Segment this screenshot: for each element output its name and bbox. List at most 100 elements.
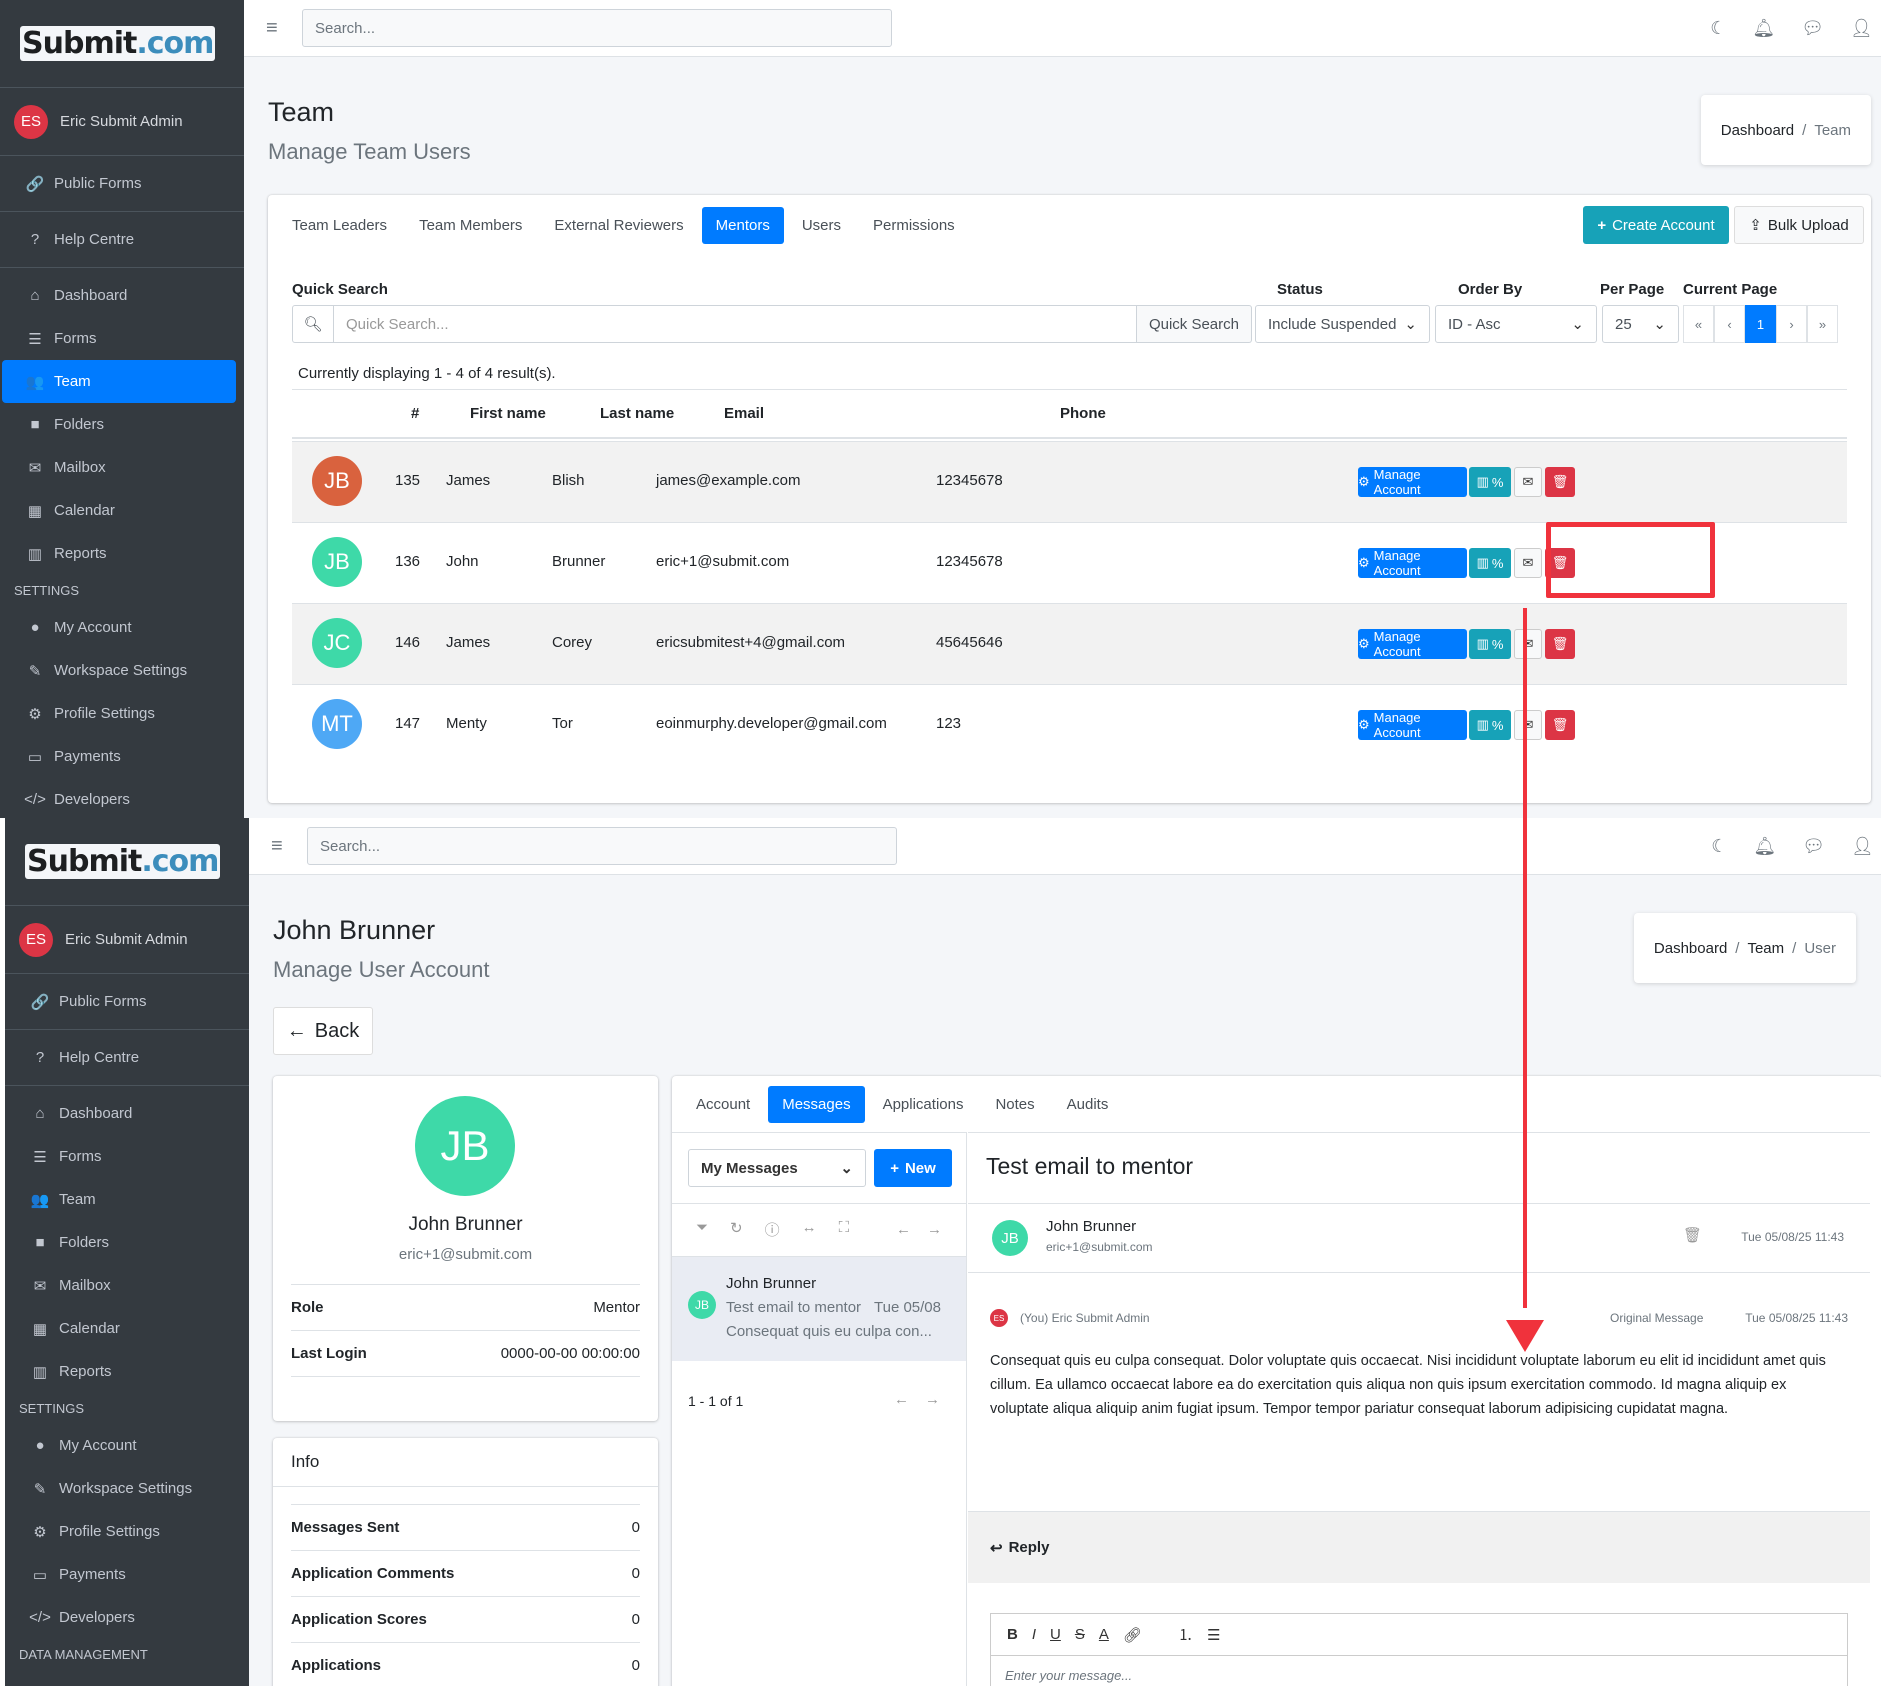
bold-icon[interactable]: B	[1007, 1626, 1018, 1643]
brand-logo[interactable]: Submit.com	[0, 0, 244, 88]
arrow-left-icon[interactable]: ←	[894, 1391, 909, 1408]
delete-button[interactable]: 🗑︎	[1545, 710, 1575, 740]
email-button[interactable]: ✉	[1514, 629, 1542, 659]
sidebar-item-workspace-settings[interactable]: ✎ Workspace Settings	[7, 1467, 241, 1510]
sidebar-item-developers[interactable]: </> Developers	[24, 791, 130, 808]
sidebar-item-dashboard[interactable]: ⌂ Dashboard	[7, 1092, 241, 1135]
page-last[interactable]: »	[1807, 305, 1838, 343]
reply-button[interactable]: ↩ Reply	[968, 1511, 1870, 1583]
create-account-button[interactable]: + Create Account	[1583, 206, 1729, 244]
bulk-upload-button[interactable]: ⇪ Bulk Upload	[1734, 206, 1864, 244]
manage-account-button[interactable]: ⚙ Manage Account	[1358, 710, 1467, 740]
user-icon[interactable]: 👤︎	[1851, 836, 1874, 856]
strike-icon[interactable]: S	[1074, 1626, 1085, 1643]
link-icon[interactable]: 🔗︎	[1122, 1626, 1142, 1644]
page-prev[interactable]: ‹	[1714, 305, 1745, 343]
sidebar-item-team[interactable]: 👥 Team	[2, 360, 236, 403]
stats-button[interactable]: ▥%	[1469, 548, 1511, 578]
tab-audits[interactable]: Audits	[1066, 1096, 1109, 1113]
delete-button[interactable]: 🗑︎	[1545, 629, 1575, 659]
manage-account-button[interactable]: ⚙ Manage Account	[1358, 629, 1467, 659]
sidebar-item-reports[interactable]: ▥ Reports	[7, 1350, 241, 1393]
sidebar-user[interactable]: ES Eric Submit Admin	[0, 88, 244, 156]
sidebar-item-folders[interactable]: ■ Folders	[7, 1221, 241, 1264]
new-message-button[interactable]: + New	[874, 1149, 952, 1187]
tab-team-leaders[interactable]: Team Leaders	[292, 217, 388, 234]
tab-messages[interactable]: Messages	[768, 1086, 865, 1123]
tab-permissions[interactable]: Permissions	[873, 217, 955, 234]
arrow-left-icon[interactable]: ←	[896, 1221, 911, 1238]
tab-notes[interactable]: Notes	[995, 1096, 1035, 1113]
sidebar-item-help-centre[interactable]: ? Help Centre	[2, 218, 236, 261]
tab-mentors[interactable]: Mentors	[701, 207, 784, 244]
tab-account[interactable]: Account	[696, 1096, 751, 1113]
sidebar-item-profile-settings[interactable]: ⚙ Profile Settings	[2, 692, 236, 735]
brand-logo[interactable]: Submit.com	[5, 818, 249, 906]
sidebar-item-public-forms[interactable]: 🔗 Public Forms	[25, 175, 142, 193]
sidebar-item-workspace-settings[interactable]: ✎ Workspace Settings	[2, 649, 236, 692]
manage-account-button[interactable]: ⚙ Manage Account	[1358, 548, 1467, 578]
sidebar-item-payments[interactable]: ▭ Payments	[7, 1553, 241, 1596]
refresh-icon[interactable]: ↻	[730, 1220, 743, 1237]
user-icon[interactable]: 👤︎	[1850, 18, 1873, 38]
expand-icon[interactable]: ↔	[801, 1219, 817, 1236]
stats-button[interactable]: ▥%	[1469, 710, 1511, 740]
delete-button[interactable]: 🗑︎	[1545, 548, 1575, 578]
tab-users[interactable]: Users	[801, 217, 841, 234]
chat-icon[interactable]: 💬︎	[1801, 18, 1825, 38]
stats-button[interactable]: ▥%	[1469, 467, 1511, 497]
sidebar-item-my-account[interactable]: ● My Account	[2, 606, 236, 649]
sidebar-item-mailbox[interactable]: ✉ Mailbox	[2, 446, 236, 489]
underline-icon[interactable]: U	[1050, 1626, 1061, 1643]
sidebar-item-developers[interactable]: </> Developers	[29, 1609, 135, 1626]
sidebar-item-dashboard[interactable]: ⌂ Dashboard	[2, 274, 236, 317]
tab-external-reviewers[interactable]: External Reviewers	[554, 217, 684, 234]
hamburger-icon[interactable]: ≡	[266, 16, 278, 39]
sidebar-item-help-centre[interactable]: ? Help Centre	[7, 1036, 241, 1079]
page-first[interactable]: «	[1683, 305, 1714, 343]
sidebar-item-forms[interactable]: ☰ Forms	[2, 317, 236, 360]
bullet-list-icon[interactable]: ☰	[1206, 1626, 1221, 1644]
per-page-select[interactable]: 25	[1602, 305, 1679, 343]
moon-icon[interactable]: ☾	[1710, 18, 1727, 38]
search-input[interactable]: Search...	[302, 9, 892, 47]
sidebar-item-public-forms[interactable]: 🔗 Public Forms	[30, 993, 147, 1011]
tab-applications[interactable]: Applications	[882, 1096, 964, 1113]
reply-editor[interactable]: B I U S A 🔗︎ ⒈ ☰ Enter your message...	[990, 1613, 1848, 1686]
fullscreen-icon[interactable]: ⛶	[838, 1219, 850, 1236]
sidebar-item-my-account[interactable]: ● My Account	[7, 1424, 241, 1467]
back-button[interactable]: ← Back	[273, 1007, 373, 1055]
font-color-icon[interactable]: A	[1098, 1626, 1109, 1643]
sidebar-item-team[interactable]: 👥 Team	[30, 1191, 96, 1209]
breadcrumb-dashboard[interactable]: Dashboard	[1653, 939, 1728, 957]
folder-select[interactable]: My Messages	[688, 1149, 866, 1187]
ordered-list-icon[interactable]: ⒈	[1177, 1627, 1193, 1644]
message-list-item[interactable]: JB John Brunner Test email to mentor Tue…	[672, 1256, 966, 1361]
page-current[interactable]: 1	[1745, 305, 1776, 343]
sidebar-item-calendar[interactable]: ▦ Calendar	[2, 489, 236, 532]
arrow-right-icon[interactable]: →	[925, 1391, 940, 1408]
bell-icon[interactable]: 🔔︎	[1752, 18, 1776, 38]
sidebar-user[interactable]: ES Eric Submit Admin	[5, 906, 249, 974]
filter-icon[interactable]: ⏷	[696, 1219, 709, 1236]
search-input[interactable]: Search...	[307, 827, 897, 865]
order-by-select[interactable]: ID - Asc	[1435, 305, 1597, 343]
quick-search-input[interactable]: Quick Search...	[334, 305, 1137, 343]
tab-team-members[interactable]: Team Members	[419, 217, 523, 234]
page-next[interactable]: ›	[1776, 305, 1807, 343]
delete-button[interactable]: 🗑︎	[1545, 467, 1575, 497]
sidebar-item-profile-settings[interactable]: ⚙ Profile Settings	[7, 1510, 241, 1553]
arrow-right-icon[interactable]: →	[927, 1221, 942, 1238]
trash-icon[interactable]: 🗑︎	[1683, 1227, 1703, 1244]
hamburger-icon[interactable]: ≡	[271, 834, 283, 857]
bell-icon[interactable]: 🔔︎	[1753, 836, 1777, 856]
sidebar-item-mailbox[interactable]: ✉ Mailbox	[7, 1264, 241, 1307]
email-button[interactable]: ✉	[1514, 467, 1542, 497]
email-button[interactable]: ✉	[1514, 548, 1542, 578]
sidebar-item-forms[interactable]: ☰ Forms	[7, 1135, 241, 1178]
sidebar-item-reports[interactable]: ▥ Reports	[2, 532, 236, 575]
sidebar-item-payments[interactable]: ▭ Payments	[2, 735, 236, 778]
breadcrumb-dashboard[interactable]: Dashboard	[1720, 121, 1795, 139]
quick-search-button[interactable]: Quick Search	[1136, 305, 1252, 343]
chat-icon[interactable]: 💬︎	[1802, 836, 1826, 856]
